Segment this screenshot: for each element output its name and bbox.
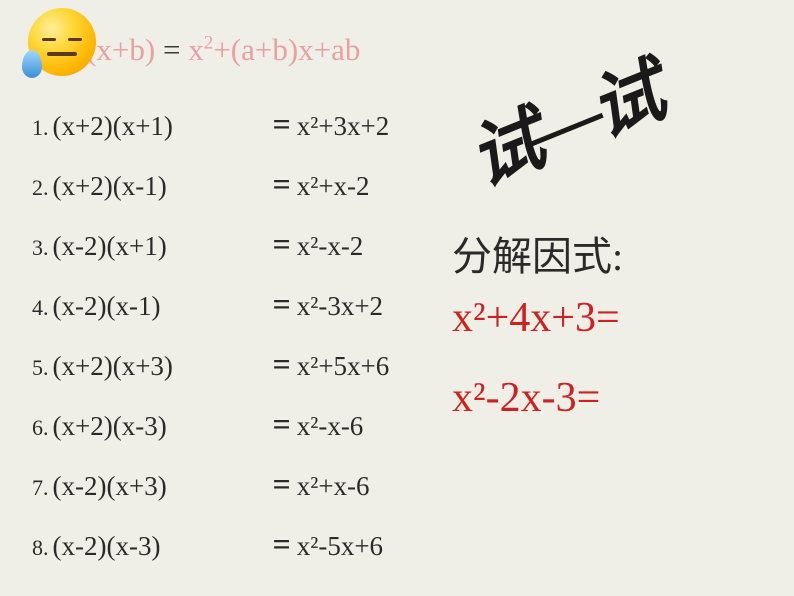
row-lhs: (x-2)(x-1) — [53, 291, 263, 322]
row-number: 1. — [32, 115, 49, 140]
row-number: 8. — [32, 535, 49, 560]
row-number: 6. — [32, 415, 49, 440]
row-rhs: x²+x-2 — [297, 171, 370, 201]
equation-row-2: 2.(x+2)(x-1) =x²+x-2 — [32, 166, 370, 203]
row-eq: = — [273, 226, 291, 262]
row-rhs: x²+3x+2 — [297, 111, 390, 141]
row-lhs: (x+2)(x+3) — [53, 351, 263, 382]
row-number: 3. — [32, 235, 49, 260]
row-number: 2. — [32, 175, 49, 200]
calligraphy-char-2: 试 — [579, 53, 670, 152]
calligraphy-dash — [528, 113, 604, 148]
row-lhs: (x-2)(x-3) — [53, 531, 263, 562]
row-eq: = — [273, 346, 291, 382]
equation-row-3: 3.(x-2)(x+1) =x²-x-2 — [32, 226, 363, 263]
try-it-calligraphy: 试试 — [451, 0, 789, 256]
emoji-sweat-drop — [22, 50, 42, 78]
row-rhs: x²-x-6 — [297, 411, 364, 441]
calligraphy-char-1: 试 — [458, 102, 549, 201]
row-eq: = — [273, 166, 291, 202]
equation-row-5: 5.(x+2)(x+3) =x²+5x+6 — [32, 346, 389, 383]
row-number: 5. — [32, 355, 49, 380]
equation-row-1: 1.(x+2)(x+1) =x²+3x+2 — [32, 106, 389, 143]
row-eq: = — [273, 406, 291, 442]
equation-row-6: 6.(x+2)(x-3) =x²-x-6 — [32, 406, 363, 443]
factorize-formula-1: x²+4x+3= — [452, 294, 620, 342]
row-rhs: x²-3x+2 — [297, 291, 383, 321]
row-eq: = — [273, 106, 291, 142]
row-lhs: (x+2)(x-1) — [53, 171, 263, 202]
row-rhs: x²+5x+6 — [297, 351, 390, 381]
row-lhs: (x-2)(x+3) — [53, 471, 263, 502]
row-number: 4. — [32, 295, 49, 320]
row-number: 7. — [32, 475, 49, 500]
row-rhs: x²-5x+6 — [297, 531, 383, 561]
header-rhs: x2+(a+b)x+ab — [188, 32, 360, 67]
factorize-title: 分解因式: — [452, 224, 623, 282]
equation-row-7: 7.(x-2)(x+3) =x²+x-6 — [32, 466, 370, 503]
row-rhs: x²-x-2 — [297, 231, 364, 261]
equation-row-8: 8.(x-2)(x-3) =x²-5x+6 — [32, 526, 383, 563]
row-rhs: x²+x-6 — [297, 471, 370, 501]
row-eq: = — [273, 526, 291, 562]
emoji-eye-right — [68, 38, 82, 41]
row-eq: = — [273, 466, 291, 502]
emoji-mouth — [47, 52, 77, 56]
factorize-formula-2: x²-2x-3= — [452, 374, 600, 422]
row-eq: = — [273, 286, 291, 322]
header-eq: = — [163, 32, 180, 67]
equation-row-4: 4.(x-2)(x-1) =x²-3x+2 — [32, 286, 383, 323]
row-lhs: (x+2)(x-3) — [53, 411, 263, 442]
emoji-eye-left — [42, 38, 56, 41]
header-formula: a)(x+b) = x2+(a+b)x+ab — [62, 32, 360, 68]
row-lhs: (x+2)(x+1) — [53, 111, 263, 142]
row-lhs: (x-2)(x+1) — [53, 231, 263, 262]
sweat-emoji — [28, 8, 102, 82]
